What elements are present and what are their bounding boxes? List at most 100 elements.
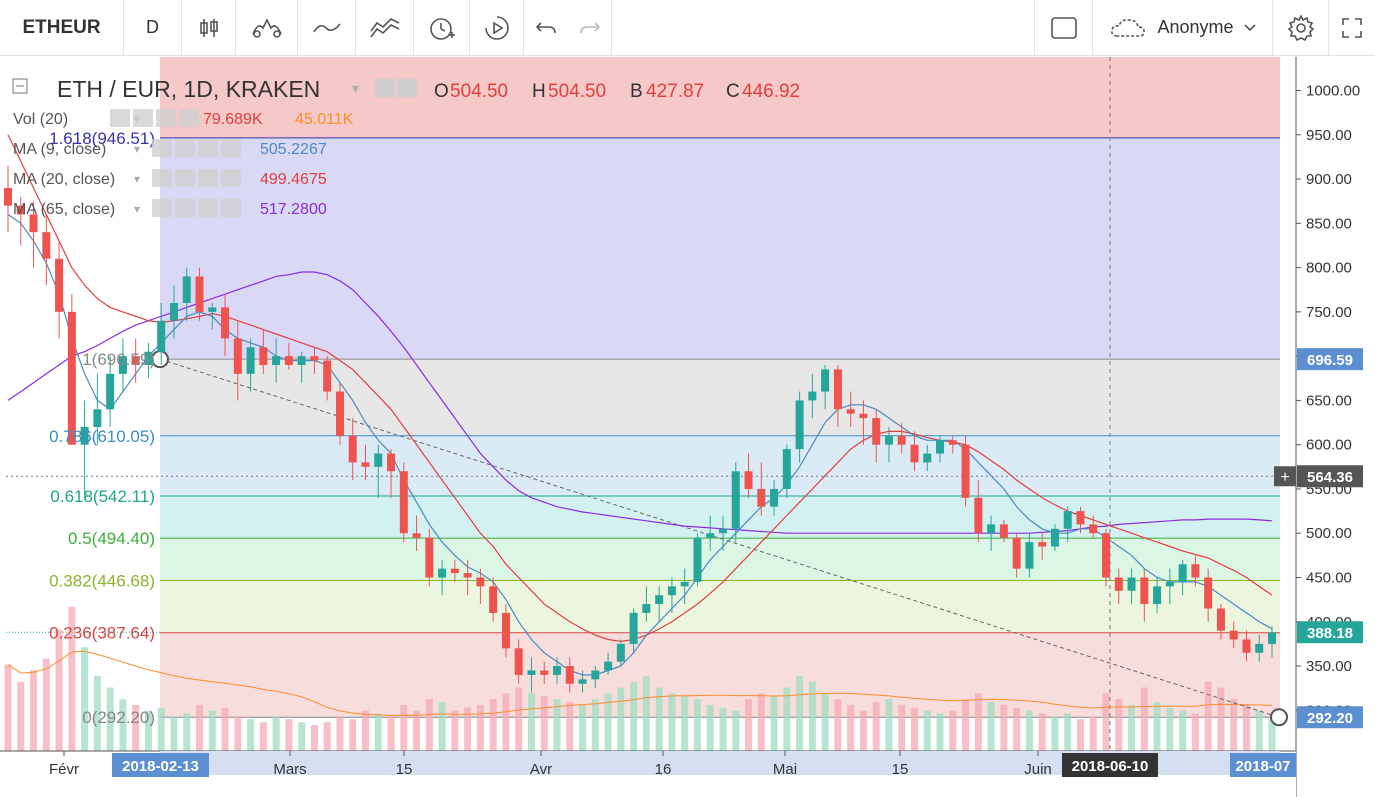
candles-icon[interactable] [182,0,236,55]
volume-bar [93,676,101,751]
indicator-control-icon[interactable] [198,199,218,217]
candle [297,351,306,383]
volume-bar [55,629,63,751]
candle [744,453,753,498]
candle-body [872,418,881,445]
settings-icon[interactable] [1273,0,1329,55]
candle-body [987,524,996,534]
alert-icon[interactable] [414,0,470,55]
indicator-control-icon[interactable] [198,169,218,187]
candle-body [272,356,281,365]
volume-bar [4,664,12,751]
interval-label: D [146,17,159,37]
fib-labels: 1.618(946.51) 1(696.59) 0.786(610.05) 0.618… [49,129,155,727]
undo-icon[interactable] [524,0,568,55]
fib-zones [6,57,1296,751]
legend-settings-icon[interactable] [375,79,395,97]
volume-bar [885,699,893,751]
chart-area[interactable]: 1.618(946.51) 1(696.59) 0.786(610.05) 0.618… [0,57,1375,797]
fib-zone [160,632,1280,718]
trend-line[interactable] [151,350,1288,727]
candle [782,444,791,498]
candle-body [782,449,791,489]
indicator-control-icon[interactable] [179,109,199,127]
price-axis[interactable]: 1000.00950.00900.00850.00800.00750.00700… [1274,57,1375,797]
candle-body [693,537,702,582]
candle-body [1216,608,1225,631]
candle [540,661,549,684]
redo-icon[interactable] [568,0,612,55]
fib-label: 0.236(387.64) [49,624,155,643]
candle-body [1025,542,1034,569]
interval-button[interactable]: D [124,0,182,55]
trend-anchor-end[interactable] [1270,708,1288,727]
volume-bar [949,710,957,751]
candle-body [1114,577,1123,591]
candle [131,338,140,383]
ohlc-label: O [434,81,449,102]
indicator-control-icon[interactable] [133,109,153,127]
candle-body [578,679,587,684]
volume-bar [719,707,727,751]
candle [233,320,242,401]
indicator-value: 517.2800 [260,201,327,218]
candle-body [221,307,230,339]
templates-icon[interactable] [356,0,414,55]
indicator-control-icon[interactable] [221,169,241,187]
time-axis[interactable]: Févr Mars 15 Avr 16 Mai 15 Juin 2018-02-13 2018-0… [0,750,1296,797]
candle-body [284,356,293,365]
price-tick-label: 450.00 [1306,570,1352,587]
candle [1127,568,1136,605]
volume-bar [1255,710,1263,751]
volume-bar [157,707,165,751]
indicator-control-icon[interactable] [175,169,195,187]
crosshair-plus-box[interactable] [1274,466,1296,487]
indicator-control-icon[interactable] [152,169,172,187]
volume-bar [170,716,178,751]
indicator-control-icon[interactable] [175,199,195,217]
volume-bar [476,704,484,751]
volume-bar [796,676,804,751]
indicator-control-icon[interactable] [221,139,241,157]
legend-settings-icon[interactable] [397,79,417,97]
candle-body [846,409,855,414]
candle [1025,533,1034,578]
volume-bar [221,707,229,751]
indicator-control-icon[interactable] [152,199,172,217]
indicator-control-icon[interactable] [110,109,130,127]
chevron-down-icon: ▾ [134,172,140,186]
fullscreen-icon[interactable] [1329,0,1375,55]
chevron-down-icon: ▾ [134,202,140,216]
candle-body [1178,564,1187,582]
indicators-icon[interactable] [236,0,298,55]
candle [259,329,268,374]
indicator-control-icon[interactable] [152,139,172,157]
candle [323,356,332,401]
indicator-control-icon[interactable] [175,139,195,157]
candle [616,639,625,667]
candle-body [1255,643,1264,653]
symbol-search[interactable]: ETHEUR [0,0,124,55]
volume-bar [591,699,599,751]
volume-bar [413,710,421,751]
replay-icon[interactable] [470,0,524,55]
volume-bar [706,704,714,751]
indicator-control-icon[interactable] [156,109,176,127]
candle [399,462,408,543]
candle-body [655,595,664,605]
layout-icon[interactable] [1035,0,1093,55]
candle-body [67,311,76,445]
account-menu[interactable]: Anonyme [1093,0,1273,55]
candle-body [106,373,115,410]
candle-body [131,356,140,365]
volume-bar [693,699,701,751]
volume-bar [259,722,267,751]
compare-icon[interactable] [298,0,356,55]
date-badge [112,753,209,777]
candle-body [55,258,64,312]
indicator-control-icon[interactable] [198,139,218,157]
volume-bar [974,693,982,751]
indicator-control-icon[interactable] [221,199,241,217]
candle [1076,506,1085,534]
volume-bar [349,719,357,751]
